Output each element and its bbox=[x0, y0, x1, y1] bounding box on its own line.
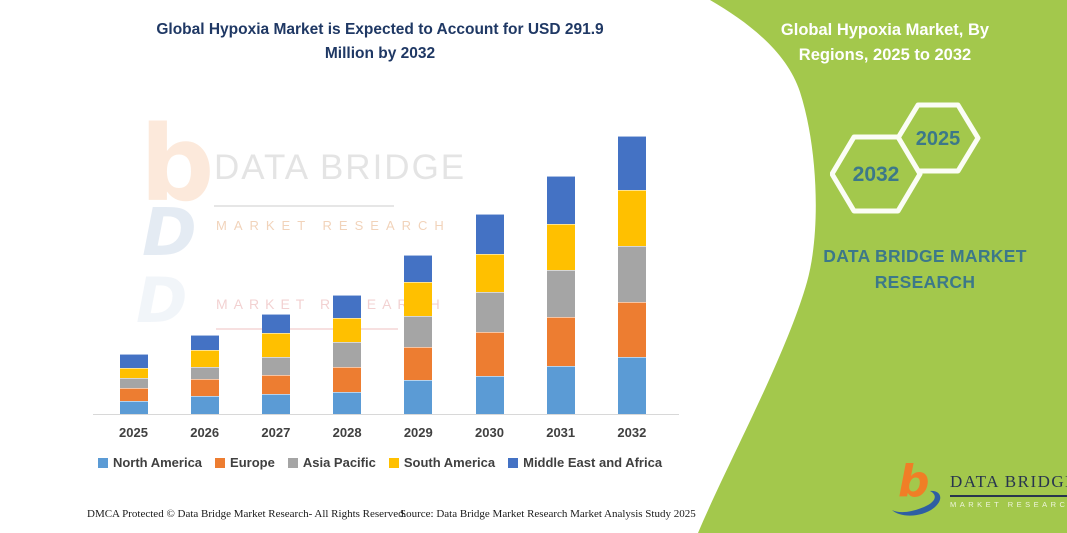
bar-segment-middle-east-and-africa-2026 bbox=[190, 335, 219, 350]
logo-rule bbox=[950, 495, 1067, 497]
x-axis-label-2030: 2030 bbox=[475, 425, 504, 440]
chart-legend: North America Europe Asia Pacific South Ame… bbox=[40, 455, 720, 470]
bar-segment-south-america-2025 bbox=[119, 367, 148, 379]
logo-b-glyph: b bbox=[898, 458, 930, 507]
legend-label: Asia Pacific bbox=[302, 455, 376, 470]
stacked-bar-plot bbox=[95, 130, 677, 414]
side-panel-brand-line1: DATA BRIDGE MARKET bbox=[823, 246, 1027, 266]
logo-subtext: MARKET RESEARCH bbox=[950, 499, 1067, 509]
x-axis-label-2032: 2032 bbox=[617, 425, 647, 440]
legend-item-north-america: North America bbox=[97, 455, 203, 470]
bar-segment-north-america-2027 bbox=[261, 394, 290, 414]
bar-segment-north-america-2032 bbox=[617, 357, 646, 414]
logo-name: DATA BRIDGE bbox=[950, 472, 1067, 491]
bar-segment-south-america-2027 bbox=[261, 332, 290, 357]
dbmr-logo-text: DATA BRIDGE MARKET RESEARCH bbox=[944, 458, 1067, 520]
bar-segment-middle-east-and-africa-2027 bbox=[261, 314, 290, 333]
bar-segment-asia-pacific-2027 bbox=[261, 356, 290, 376]
hexagon-2032-label: 2032 bbox=[853, 163, 900, 186]
side-panel: Global Hypoxia Market, By Regions, 2025 … bbox=[690, 0, 1067, 533]
legend-label: Europe bbox=[230, 455, 275, 470]
bar-segment-middle-east-and-africa-2029 bbox=[404, 255, 433, 282]
footer-source: Source: Data Bridge Market Research Mark… bbox=[400, 508, 696, 520]
x-axis-label-2029: 2029 bbox=[403, 425, 433, 440]
legend-swatch-icon bbox=[287, 457, 298, 468]
legend-swatch-icon bbox=[508, 457, 519, 468]
chart-title: Global Hypoxia Market is Expected to Acc… bbox=[60, 18, 700, 66]
bar-segment-asia-pacific-2031 bbox=[546, 269, 575, 318]
legend-item-middle-east-and-africa: Middle East and Africa bbox=[508, 455, 662, 470]
x-axis-label-2027: 2027 bbox=[261, 425, 291, 440]
dbmr-logo-mark-icon: b bbox=[892, 458, 941, 516]
bar-segment-europe-2032 bbox=[617, 301, 646, 358]
chart-title-line1: Global Hypoxia Market is Expected to Acc… bbox=[156, 21, 604, 38]
bar-segment-asia-pacific-2025 bbox=[119, 378, 148, 389]
bar-segment-north-america-2031 bbox=[546, 365, 575, 414]
bar-segment-europe-2028 bbox=[333, 366, 362, 392]
bar-segment-europe-2030 bbox=[475, 332, 504, 376]
legend-label: Middle East and Africa bbox=[523, 455, 663, 470]
x-axis-label-2031: 2031 bbox=[546, 425, 576, 440]
bar-segment-north-america-2030 bbox=[475, 375, 504, 414]
hexagon-2032-icon bbox=[830, 134, 923, 214]
bar-segment-south-america-2032 bbox=[617, 189, 646, 246]
side-panel-title-line1: Global Hypoxia Market, By bbox=[780, 21, 990, 39]
legend-swatch-icon bbox=[97, 457, 108, 468]
bar-segment-south-america-2030 bbox=[475, 254, 504, 293]
x-axis-label-2025: 2025 bbox=[119, 425, 148, 440]
footer-copyright: DMCA Protected © Data Bridge Market Rese… bbox=[87, 508, 407, 520]
side-panel-brand-line2: RESEARCH bbox=[874, 272, 976, 293]
legend-swatch-icon bbox=[388, 457, 399, 468]
bar-segment-asia-pacific-2030 bbox=[475, 292, 504, 333]
x-axis-label-2028: 2028 bbox=[332, 425, 362, 440]
legend-label: South America bbox=[403, 455, 496, 470]
bar-segment-south-america-2031 bbox=[546, 224, 575, 270]
bar-segment-asia-pacific-2029 bbox=[404, 315, 433, 348]
side-panel-title-line2: Regions, 2025 to 2032 bbox=[798, 45, 972, 64]
bar-segment-south-america-2028 bbox=[333, 318, 362, 342]
side-panel-title: Global Hypoxia Market, By Regions, 2025 … bbox=[760, 18, 1010, 68]
hexagon-badges: 2025 2032 bbox=[830, 102, 981, 214]
x-axis-label-2026: 2026 bbox=[190, 425, 220, 440]
bar-segment-north-america-2026 bbox=[190, 396, 219, 414]
bar-segment-north-america-2025 bbox=[119, 400, 148, 414]
legend-item-europe: Europe bbox=[215, 455, 275, 470]
logo-swoosh-icon bbox=[892, 490, 941, 516]
legend-item-south-america: South America bbox=[388, 455, 496, 470]
chart-title-line2: Million by 2032 bbox=[324, 45, 436, 63]
x-axis-line bbox=[93, 414, 679, 415]
legend-item-asia-pacific: Asia Pacific bbox=[287, 455, 376, 470]
bar-segment-middle-east-and-africa-2031 bbox=[546, 175, 575, 225]
bar-segment-middle-east-and-africa-2032 bbox=[617, 136, 646, 190]
bar-segment-asia-pacific-2026 bbox=[190, 367, 219, 380]
bar-segment-europe-2026 bbox=[190, 379, 219, 396]
legend-swatch-icon bbox=[215, 457, 226, 468]
legend-label: North America bbox=[112, 455, 203, 470]
bar-segment-middle-east-and-africa-2025 bbox=[119, 354, 148, 368]
bar-segment-north-america-2028 bbox=[333, 391, 362, 414]
bar-segment-middle-east-and-africa-2028 bbox=[333, 295, 362, 319]
bar-segment-south-america-2026 bbox=[190, 350, 219, 368]
bar-segment-europe-2031 bbox=[546, 317, 575, 366]
bar-segment-europe-2029 bbox=[404, 347, 433, 380]
side-panel-brand-text: DATA BRIDGE MARKET RESEARCH bbox=[790, 243, 1060, 296]
bar-segment-middle-east-and-africa-2030 bbox=[475, 214, 504, 255]
bar-segment-europe-2025 bbox=[119, 388, 148, 401]
dbmr-logo: b DATA BRIDGE MARKET RESEARCH bbox=[888, 458, 1067, 520]
bar-segment-north-america-2029 bbox=[404, 379, 433, 414]
bar-segment-asia-pacific-2032 bbox=[617, 245, 646, 302]
bar-segment-south-america-2029 bbox=[404, 281, 433, 316]
bar-segment-asia-pacific-2028 bbox=[333, 341, 362, 367]
hexagon-2025-label: 2025 bbox=[916, 128, 961, 150]
bar-segment-europe-2027 bbox=[261, 375, 290, 394]
